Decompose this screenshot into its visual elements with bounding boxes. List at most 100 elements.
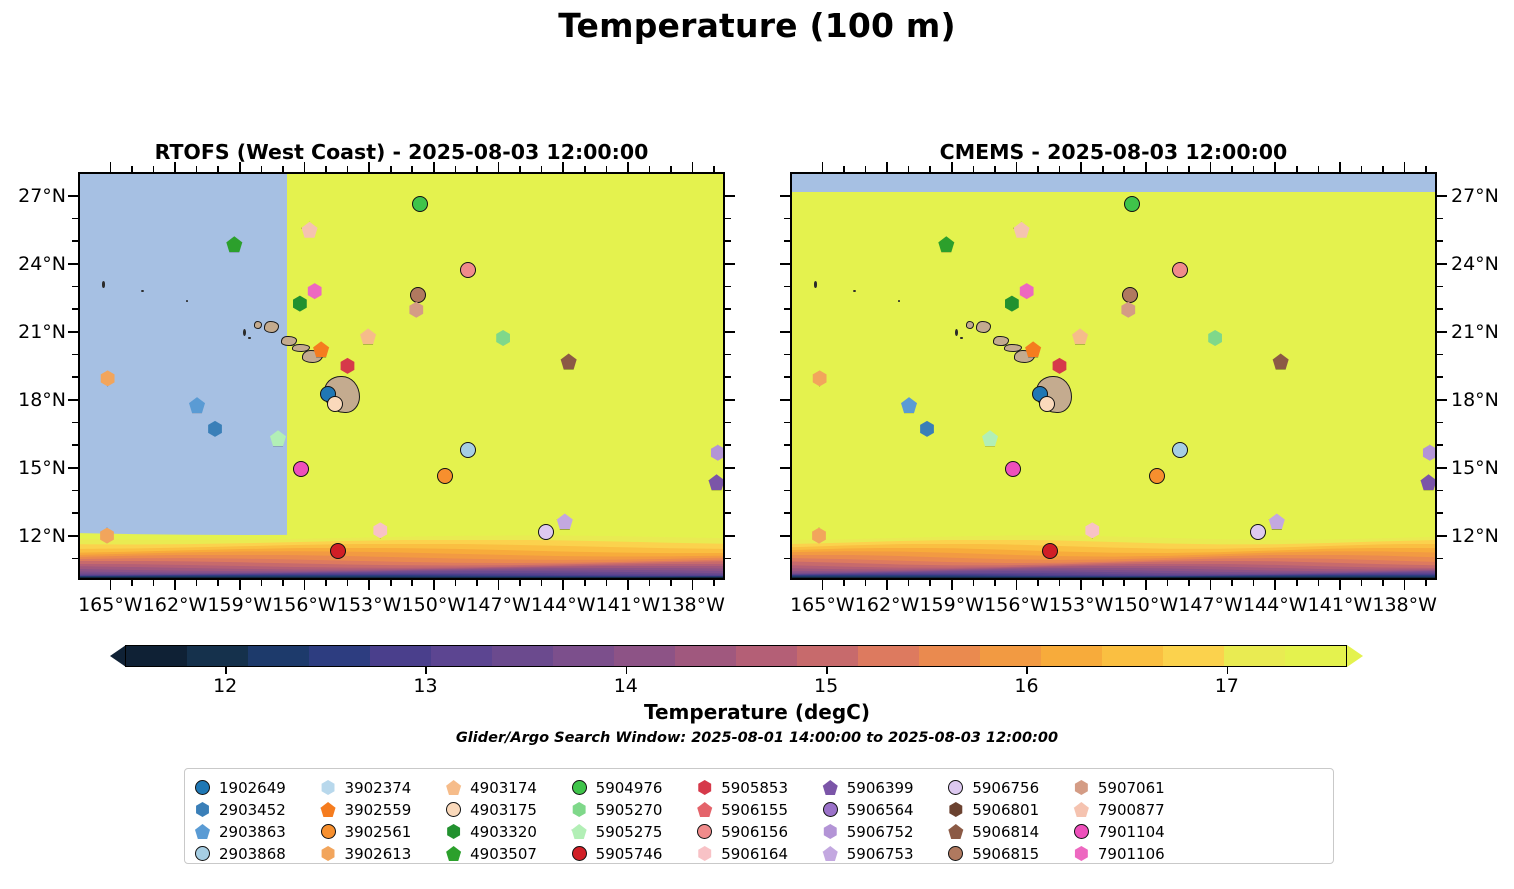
float-marker[interactable] <box>1123 196 1140 213</box>
float-marker[interactable] <box>270 430 287 447</box>
x-tick-minor <box>648 580 651 586</box>
legend-item[interactable]: 4903507 <box>446 843 570 864</box>
float-marker[interactable] <box>982 430 999 447</box>
float-marker[interactable] <box>556 513 573 530</box>
legend-item[interactable]: 3902561 <box>320 821 445 842</box>
map-area-cmems[interactable] <box>790 172 1437 580</box>
float-marker[interactable] <box>100 527 114 544</box>
legend-item[interactable]: 5906801 <box>948 799 1072 820</box>
legend-item[interactable]: 5905746 <box>571 843 696 864</box>
legend-item[interactable]: 5906399 <box>822 777 947 798</box>
legend-item[interactable]: 2903868 <box>195 843 319 864</box>
float-marker[interactable] <box>938 236 955 253</box>
float-marker[interactable] <box>1172 261 1189 278</box>
float-marker[interactable] <box>1268 513 1285 530</box>
y-tick-minor <box>72 217 78 220</box>
float-marker[interactable] <box>459 442 476 459</box>
float-marker[interactable] <box>437 468 454 485</box>
float-marker[interactable] <box>1149 468 1166 485</box>
float-id-legend[interactable]: 1902649 2903452 2903863 2903868 3902374 39025… <box>184 768 1334 864</box>
legend-item[interactable]: 2903452 <box>195 799 319 820</box>
float-marker[interactable] <box>920 420 934 437</box>
float-marker[interactable] <box>1422 444 1435 461</box>
float-marker[interactable] <box>329 542 346 559</box>
float-marker[interactable] <box>1121 287 1138 304</box>
legend-item[interactable]: 7900877 <box>1073 799 1198 820</box>
y-tick-label: 18°N <box>18 388 66 411</box>
float-marker[interactable] <box>901 397 918 414</box>
float-marker[interactable] <box>1005 295 1019 312</box>
float-marker[interactable] <box>538 523 555 540</box>
float-marker[interactable] <box>293 295 307 312</box>
float-marker[interactable] <box>208 420 222 437</box>
legend-item[interactable]: 4903174 <box>446 777 570 798</box>
map-panel-cmems[interactable]: CMEMS - 2025-08-03 12:00:00 165°W 162°W 15… <box>780 140 1499 616</box>
legend-item[interactable]: 2903863 <box>195 821 319 842</box>
float-marker[interactable] <box>1250 523 1267 540</box>
float-marker[interactable] <box>1041 542 1058 559</box>
legend-item[interactable]: 5905270 <box>572 799 696 820</box>
legend-item[interactable]: 3902374 <box>321 777 445 798</box>
legend-item[interactable]: 3902559 <box>320 799 445 820</box>
legend-item[interactable]: 5906753 <box>822 843 947 864</box>
legend-item[interactable]: 1902649 <box>195 777 319 798</box>
float-marker[interactable] <box>313 341 330 358</box>
map-panel-rtofs[interactable]: RTOFS (West Coast) - 2025-08-03 12:00:00… <box>18 140 735 616</box>
float-marker[interactable] <box>1208 330 1222 347</box>
float-marker[interactable] <box>1085 522 1100 539</box>
legend-marker-icon <box>697 802 713 817</box>
legend-item[interactable]: 5904976 <box>571 777 696 798</box>
float-marker[interactable] <box>1052 357 1067 374</box>
legend-item[interactable]: 5906756 <box>948 777 1072 798</box>
legend-item[interactable]: 4903320 <box>446 821 570 842</box>
float-marker[interactable] <box>560 353 577 370</box>
legend-item[interactable]: 5905275 <box>571 821 696 842</box>
float-marker[interactable] <box>812 370 827 387</box>
float-marker[interactable] <box>1013 221 1030 238</box>
float-marker[interactable] <box>708 474 723 491</box>
map-area-rtofs[interactable] <box>78 172 725 580</box>
float-marker[interactable] <box>326 396 343 413</box>
float-marker[interactable] <box>1171 442 1188 459</box>
float-marker[interactable] <box>189 397 206 414</box>
float-marker[interactable] <box>460 261 477 278</box>
legend-item[interactable]: 7901106 <box>1074 843 1198 864</box>
legend-item[interactable]: 5906156 <box>697 821 821 842</box>
float-marker[interactable] <box>226 236 243 253</box>
float-marker[interactable] <box>307 283 322 300</box>
float-marker[interactable] <box>293 460 310 477</box>
float-marker[interactable] <box>1272 353 1289 370</box>
float-marker[interactable] <box>1038 396 1055 413</box>
float-marker[interactable] <box>1420 474 1435 491</box>
legend-item[interactable]: 7901104 <box>1073 821 1198 842</box>
legend-item[interactable]: 5905853 <box>697 777 821 798</box>
legend-item[interactable]: 5907061 <box>1074 777 1198 798</box>
float-marker[interactable] <box>496 330 510 347</box>
float-marker[interactable] <box>409 287 426 304</box>
legend-marker-icon <box>1074 846 1088 861</box>
float-marker[interactable] <box>373 522 388 539</box>
float-marker[interactable] <box>710 444 723 461</box>
legend-item[interactable]: 5906164 <box>697 843 821 864</box>
float-marker[interactable] <box>411 196 428 213</box>
colorbar-segment <box>1163 646 1224 666</box>
float-marker[interactable] <box>1072 328 1089 345</box>
float-marker[interactable] <box>301 221 318 238</box>
legend-item[interactable]: 4903175 <box>446 799 570 820</box>
legend-item[interactable]: 5906814 <box>948 821 1072 842</box>
legend-item[interactable]: 5906564 <box>822 799 947 820</box>
legend-item[interactable]: 5906752 <box>823 821 947 842</box>
float-marker[interactable] <box>1019 283 1034 300</box>
float-marker[interactable] <box>340 357 355 374</box>
legend-item[interactable]: 5906155 <box>697 799 821 820</box>
float-marker[interactable] <box>812 527 826 544</box>
float-marker[interactable] <box>1005 460 1022 477</box>
float-marker[interactable] <box>360 328 377 345</box>
float-marker[interactable] <box>1121 301 1136 318</box>
legend-item[interactable]: 5906815 <box>948 843 1072 864</box>
float-marker[interactable] <box>100 370 115 387</box>
float-marker[interactable] <box>409 301 424 318</box>
legend-item[interactable]: 3902613 <box>321 843 445 864</box>
float-marker[interactable] <box>1025 341 1042 358</box>
x-tick-minor <box>519 166 521 172</box>
